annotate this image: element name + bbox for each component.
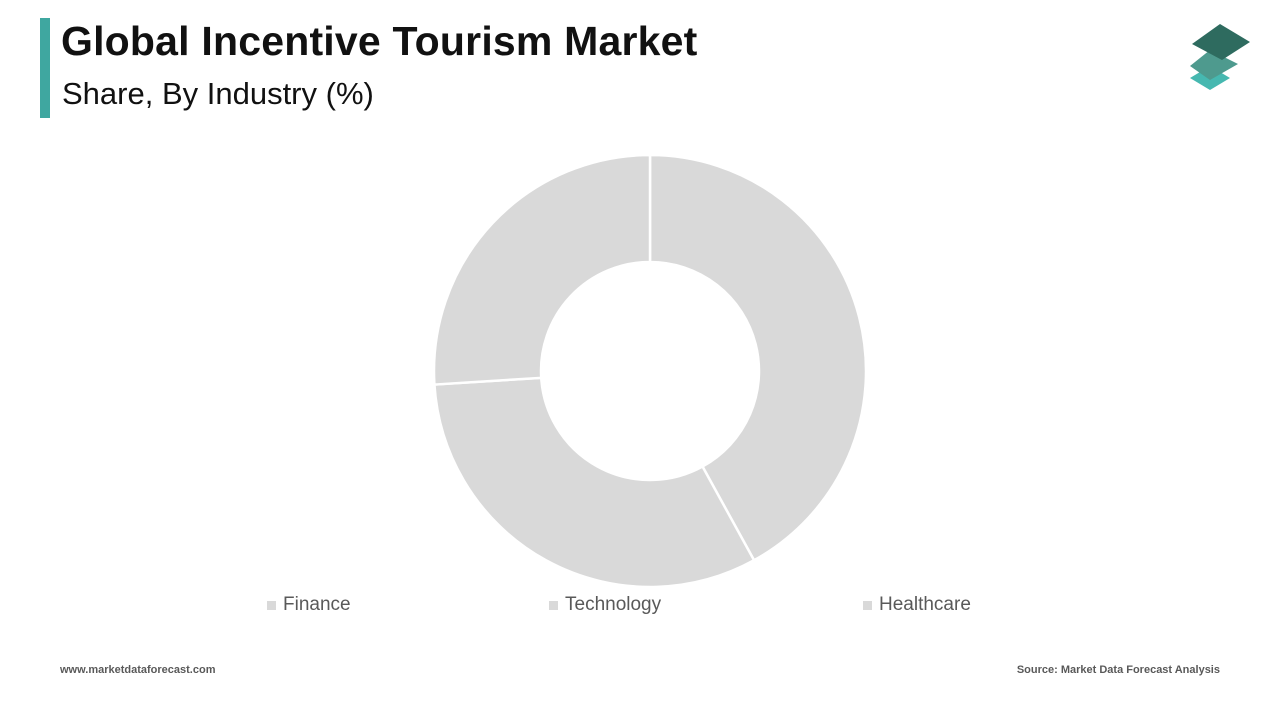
page-subtitle: Share, By Industry (%) (62, 76, 374, 111)
title-accent-bar (40, 18, 50, 118)
footer-source: Source: Market Data Forecast Analysis (1016, 664, 1220, 676)
legend-label: Technology (565, 594, 662, 615)
legend-label: Healthcare (879, 594, 971, 615)
page-title: Global Incentive Tourism Market (61, 18, 698, 64)
footer-website[interactable]: www.marketdataforecast.com (60, 664, 216, 676)
logo-layer-middle (1190, 50, 1238, 80)
legend-swatch (549, 600, 558, 610)
legend-swatch (267, 600, 276, 610)
donut-slices (432, 153, 868, 589)
legend-swatch (863, 600, 872, 610)
slice-healthcare (432, 153, 652, 386)
slice-finance (648, 153, 868, 562)
legend-item-healthcare: Healthcare (863, 594, 971, 616)
slice-technology (433, 376, 756, 589)
stacked-layers-icon (1190, 24, 1250, 90)
logo-layer-top (1192, 24, 1250, 60)
legend-item-technology: Technology (549, 594, 661, 616)
legend-label: Finance (283, 594, 351, 615)
legend-item-finance: Finance (267, 594, 351, 616)
